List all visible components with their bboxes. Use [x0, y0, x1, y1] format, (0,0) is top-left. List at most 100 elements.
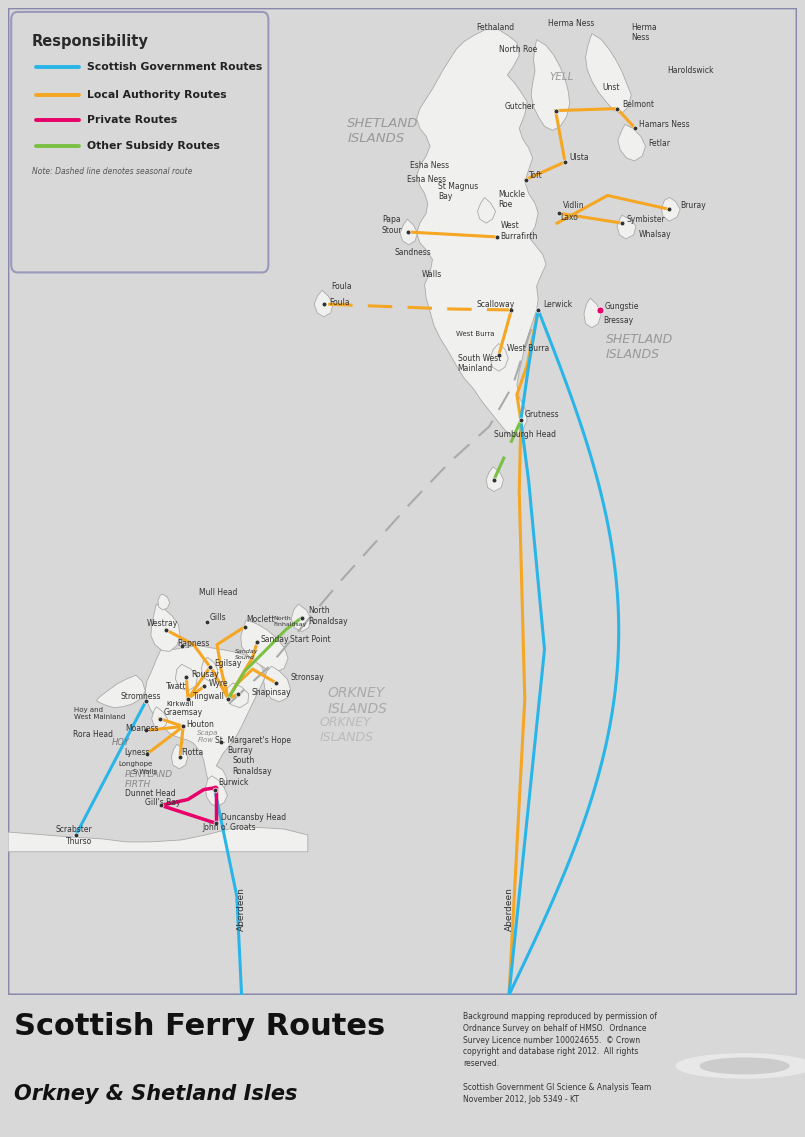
- Text: Scottish Government Routes: Scottish Government Routes: [87, 63, 262, 72]
- Text: SHETLAND
ISLANDS: SHETLAND ISLANDS: [606, 333, 673, 362]
- Polygon shape: [175, 664, 197, 691]
- Text: Haroldswick: Haroldswick: [667, 66, 714, 75]
- Text: Sumburgh Head: Sumburgh Head: [494, 430, 556, 439]
- Text: Note: Dashed line denotes seasonal route: Note: Dashed line denotes seasonal route: [31, 167, 192, 176]
- Text: Rapness: Rapness: [177, 639, 209, 648]
- Text: Tingwall: Tingwall: [192, 692, 225, 702]
- Text: Foula: Foula: [329, 298, 349, 307]
- Text: Walls: Walls: [422, 269, 442, 279]
- Text: Lerwick: Lerwick: [543, 299, 572, 308]
- Text: Scapa
Flow: Scapa Flow: [197, 730, 219, 742]
- Text: West Burra: West Burra: [456, 331, 494, 337]
- Circle shape: [676, 1054, 805, 1078]
- Polygon shape: [97, 675, 146, 707]
- Polygon shape: [531, 40, 570, 131]
- Text: Vidlin: Vidlin: [564, 201, 585, 210]
- Text: Laxo: Laxo: [560, 213, 578, 222]
- Polygon shape: [618, 124, 646, 161]
- Polygon shape: [8, 827, 308, 852]
- Text: Mull Head: Mull Head: [199, 588, 237, 597]
- Text: Esha Ness: Esha Ness: [411, 161, 449, 171]
- Text: Rora Head: Rora Head: [72, 730, 113, 739]
- Text: Aberdeen: Aberdeen: [237, 887, 246, 931]
- Polygon shape: [264, 666, 291, 702]
- Polygon shape: [205, 775, 227, 806]
- Text: Duncansby Head: Duncansby Head: [221, 813, 287, 822]
- Text: Egilsay: Egilsay: [215, 658, 242, 667]
- Polygon shape: [226, 683, 249, 707]
- Text: Kirkwall: Kirkwall: [166, 700, 193, 707]
- Text: Whalsay: Whalsay: [639, 231, 672, 240]
- Text: West Burra: West Burra: [506, 345, 549, 352]
- Text: Wyre: Wyre: [209, 680, 229, 689]
- Polygon shape: [171, 745, 188, 769]
- Text: Gungstie: Gungstie: [605, 301, 639, 310]
- Text: Symbister: Symbister: [626, 215, 665, 224]
- Text: ORKNEY
ISLANDS: ORKNEY ISLANDS: [328, 686, 387, 716]
- Text: Esha Ness: Esha Ness: [407, 175, 446, 184]
- Polygon shape: [146, 646, 265, 791]
- Text: HOY: HOY: [112, 738, 130, 747]
- Polygon shape: [477, 198, 496, 223]
- Text: Stromness: Stromness: [121, 692, 161, 702]
- Text: Hoy and
West Mainland: Hoy and West Mainland: [73, 707, 125, 720]
- Text: Hamars Ness: Hamars Ness: [639, 119, 690, 128]
- Text: Burwick: Burwick: [218, 778, 248, 787]
- Text: Sanday
Sound: Sanday Sound: [235, 649, 258, 659]
- Text: Sanday: Sanday: [261, 636, 289, 644]
- Text: Lyness: Lyness: [124, 748, 150, 756]
- Text: Herma
Ness: Herma Ness: [631, 23, 657, 42]
- Text: Ulsta: Ulsta: [569, 153, 588, 163]
- Polygon shape: [241, 620, 288, 672]
- Text: Bruray: Bruray: [680, 201, 706, 210]
- Text: Shapinsay: Shapinsay: [251, 688, 291, 697]
- Text: Gutcher: Gutcher: [504, 102, 535, 111]
- Polygon shape: [201, 657, 218, 681]
- Text: SHETLAND
ISLANDS: SHETLAND ISLANDS: [347, 117, 419, 146]
- Text: Stronsay: Stronsay: [291, 673, 324, 681]
- Text: North
Ronaldsay: North Ronaldsay: [308, 606, 348, 625]
- Text: Fetlar: Fetlar: [649, 139, 671, 148]
- Polygon shape: [158, 595, 170, 609]
- Polygon shape: [314, 290, 333, 317]
- Text: Aberdeen: Aberdeen: [505, 887, 514, 931]
- Text: ORKNEY
ISLANDS: ORKNEY ISLANDS: [320, 716, 374, 745]
- Text: Fethaland: Fethaland: [477, 23, 514, 32]
- Polygon shape: [151, 707, 167, 730]
- Text: Toft: Toft: [529, 172, 543, 181]
- Polygon shape: [617, 215, 636, 239]
- Text: Responsibility: Responsibility: [31, 34, 149, 49]
- Text: Start Point: Start Point: [291, 636, 331, 644]
- Polygon shape: [400, 219, 418, 244]
- Polygon shape: [584, 298, 601, 327]
- Text: Grutness: Grutness: [525, 410, 559, 420]
- Text: Houton: Houton: [186, 720, 214, 729]
- Text: Thurso: Thurso: [67, 838, 93, 846]
- Text: Sandness: Sandness: [394, 248, 431, 257]
- Polygon shape: [151, 604, 180, 652]
- Text: Herma Ness: Herma Ness: [547, 19, 594, 28]
- Text: Muckle
Roe: Muckle Roe: [498, 190, 525, 209]
- Text: North
Finhaldsay: North Finhaldsay: [273, 616, 307, 628]
- Text: Twatt: Twatt: [166, 682, 187, 691]
- Text: North Roe: North Roe: [499, 44, 537, 53]
- Text: Background mapping reproduced by permission of
Ordnance Survey on behalf of HMSO: Background mapping reproduced by permiss…: [463, 1012, 657, 1104]
- Circle shape: [700, 1059, 789, 1073]
- Text: Graemsay: Graemsay: [163, 708, 203, 717]
- Text: Burray: Burray: [227, 746, 253, 755]
- Text: Longhope: Longhope: [118, 761, 153, 767]
- Text: West
Burrafirth: West Burrafirth: [501, 222, 538, 241]
- Text: South
Ronaldsay: South Ronaldsay: [232, 756, 272, 775]
- Text: PENTLAND
FIRTH: PENTLAND FIRTH: [125, 770, 173, 789]
- Text: Westray: Westray: [147, 620, 178, 629]
- Polygon shape: [585, 34, 631, 114]
- Text: Gills: Gills: [210, 613, 227, 622]
- Text: Private Routes: Private Routes: [87, 116, 177, 125]
- Text: Moaness: Moaness: [125, 724, 159, 733]
- Text: Orkney & Shetland Isles: Orkney & Shetland Isles: [14, 1085, 298, 1104]
- Text: St. Margaret's Hope: St. Margaret's Hope: [215, 736, 291, 745]
- Text: Scalloway: Scalloway: [477, 299, 515, 308]
- Text: Dunnet Head: Dunnet Head: [125, 789, 175, 798]
- Text: Rousay: Rousay: [191, 670, 219, 679]
- Text: Scottish Ferry Routes: Scottish Ferry Routes: [14, 1012, 386, 1040]
